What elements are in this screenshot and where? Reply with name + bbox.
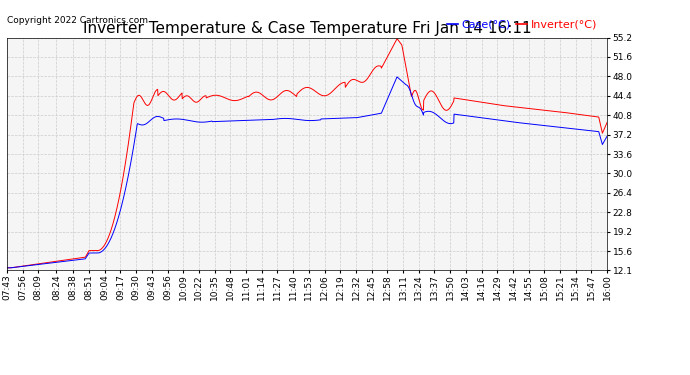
Text: Copyright 2022 Cartronics.com: Copyright 2022 Cartronics.com	[7, 16, 148, 25]
Title: Inverter Temperature & Case Temperature Fri Jan 14 16:11: Inverter Temperature & Case Temperature …	[83, 21, 531, 36]
Legend: Case(°C), Inverter(°C): Case(°C), Inverter(°C)	[443, 15, 602, 34]
